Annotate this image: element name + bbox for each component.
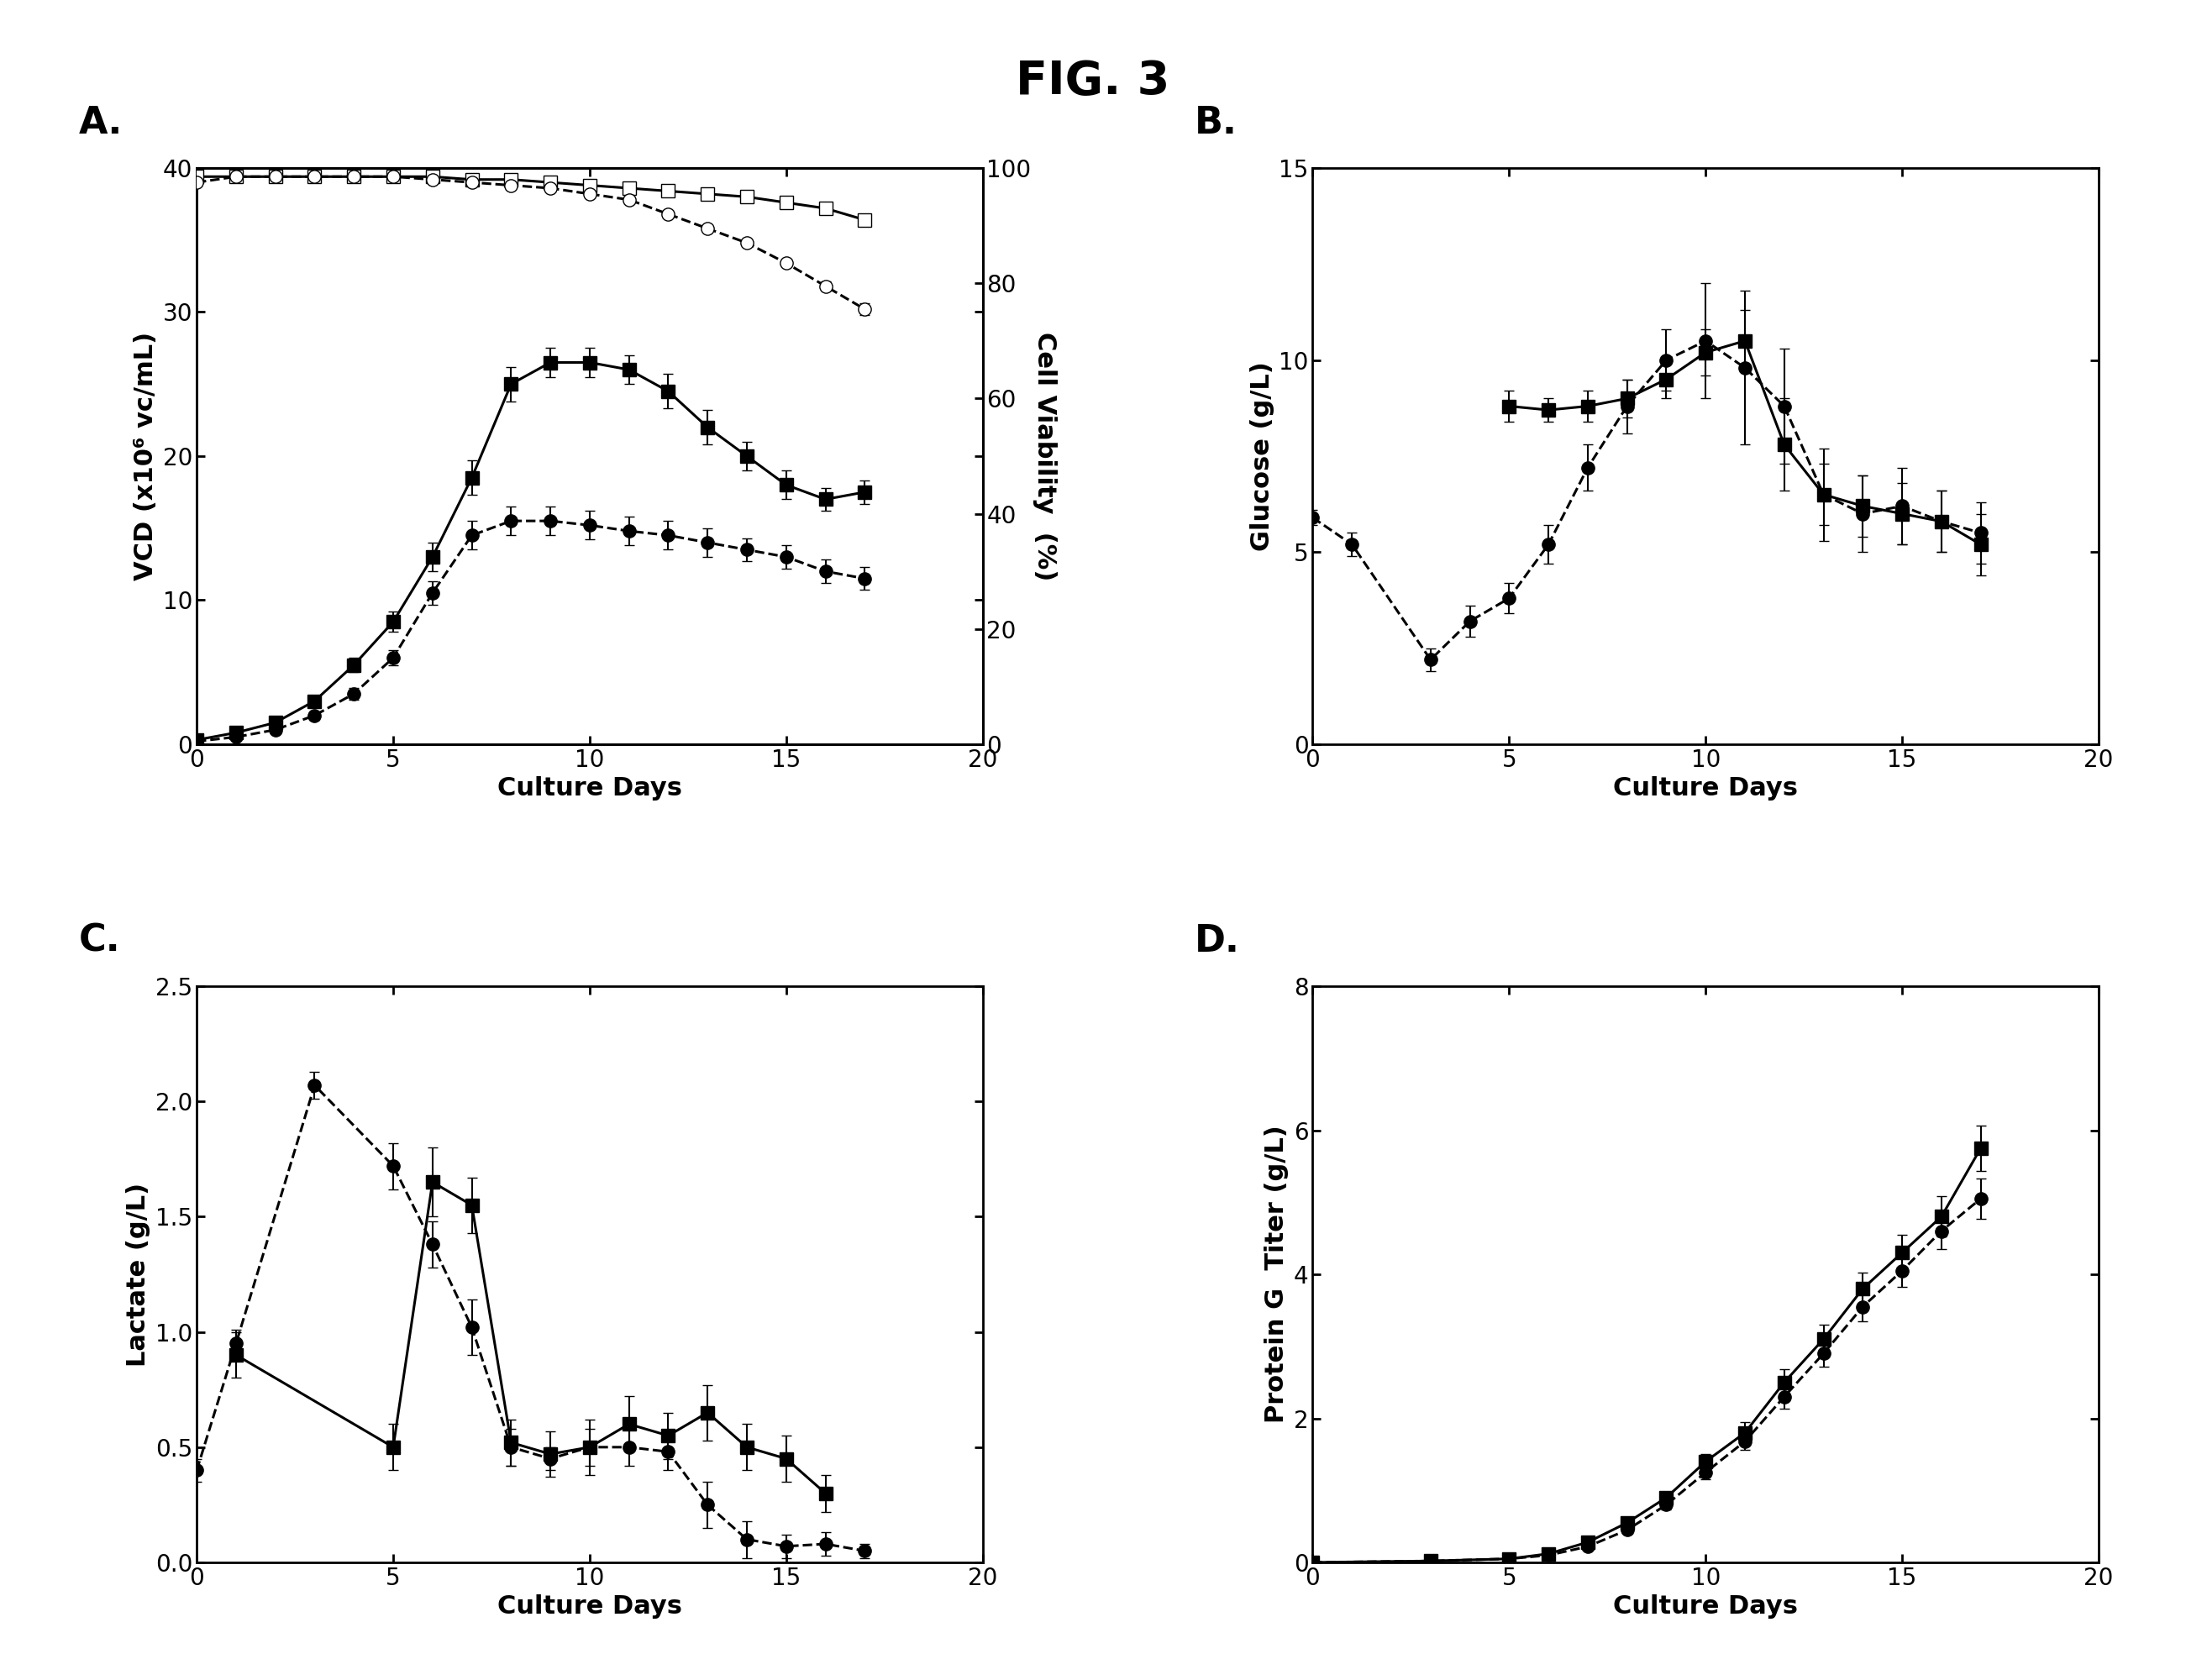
Y-axis label: Protein G  Titer (g/L): Protein G Titer (g/L) [1266, 1126, 1290, 1423]
Text: D.: D. [1196, 922, 1239, 959]
Text: C.: C. [79, 922, 120, 959]
Text: FIG. 3: FIG. 3 [1016, 59, 1170, 104]
X-axis label: Culture Days: Culture Days [496, 776, 682, 801]
Y-axis label: VCD (x10⁶ vc/mL): VCD (x10⁶ vc/mL) [133, 331, 157, 581]
Text: A.: A. [79, 104, 122, 141]
Y-axis label: Cell Viability  (%): Cell Viability (%) [1032, 331, 1058, 581]
Y-axis label: Glucose (g/L): Glucose (g/L) [1250, 361, 1274, 551]
Y-axis label: Lactate (g/L): Lactate (g/L) [127, 1183, 151, 1366]
X-axis label: Culture Days: Culture Days [1613, 1594, 1799, 1620]
X-axis label: Culture Days: Culture Days [1613, 776, 1799, 801]
X-axis label: Culture Days: Culture Days [496, 1594, 682, 1620]
Text: B.: B. [1196, 104, 1237, 141]
